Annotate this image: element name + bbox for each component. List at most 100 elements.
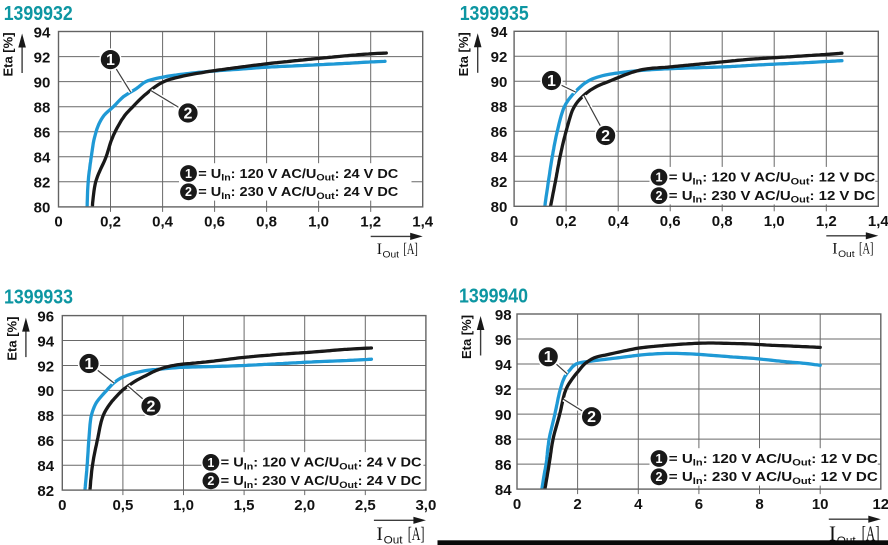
svg-text:80: 80 — [34, 200, 51, 217]
svg-text:92: 92 — [495, 382, 512, 399]
svg-text:88: 88 — [37, 408, 54, 425]
svg-text:1: 1 — [656, 452, 663, 466]
svg-text:2: 2 — [601, 128, 610, 145]
svg-text:96: 96 — [37, 308, 54, 325]
svg-text:Out: Out — [383, 249, 400, 260]
svg-text:8: 8 — [755, 496, 763, 513]
svg-text:[A]: [A] — [408, 524, 425, 545]
svg-text:2: 2 — [147, 398, 156, 415]
svg-text:3,0: 3,0 — [415, 497, 436, 514]
svg-text:0,4: 0,4 — [152, 214, 174, 231]
svg-text:2: 2 — [184, 105, 193, 122]
svg-text:96: 96 — [495, 332, 512, 349]
svg-text:92: 92 — [37, 358, 54, 375]
svg-text:84: 84 — [491, 149, 508, 166]
svg-text:90: 90 — [495, 407, 512, 424]
svg-text:82: 82 — [37, 483, 54, 500]
svg-text:1,4: 1,4 — [412, 214, 434, 231]
svg-text:82: 82 — [491, 174, 508, 191]
svg-text:88: 88 — [491, 99, 508, 116]
svg-text:2,5: 2,5 — [355, 497, 376, 514]
svg-text:1: 1 — [656, 171, 663, 185]
svg-text:90: 90 — [491, 74, 508, 91]
svg-text:0: 0 — [513, 496, 521, 513]
svg-text:Eta [%]: Eta [%] — [1, 32, 16, 76]
svg-text:94: 94 — [37, 333, 54, 350]
svg-text:0,2: 0,2 — [556, 213, 577, 230]
svg-text:2: 2 — [656, 189, 663, 203]
svg-text:0,8: 0,8 — [712, 213, 733, 230]
svg-text:86: 86 — [491, 124, 508, 141]
svg-text:Out: Out — [384, 534, 403, 545]
svg-text:86: 86 — [37, 433, 54, 450]
svg-text:2: 2 — [185, 185, 192, 199]
svg-text:0,6: 0,6 — [204, 214, 225, 231]
svg-text:1: 1 — [185, 167, 192, 181]
svg-text:Out: Out — [837, 535, 856, 545]
svg-text:1,5: 1,5 — [234, 497, 255, 514]
svg-text:6: 6 — [695, 496, 703, 513]
svg-text:2: 2 — [207, 474, 214, 488]
svg-text:2: 2 — [573, 496, 581, 513]
svg-text:0: 0 — [58, 497, 66, 514]
svg-text:1,2: 1,2 — [360, 214, 381, 231]
svg-text:1: 1 — [544, 349, 553, 366]
svg-text:I: I — [832, 240, 837, 257]
svg-text:92: 92 — [34, 49, 51, 66]
svg-text:4: 4 — [634, 496, 643, 513]
svg-text:0,4: 0,4 — [608, 213, 630, 230]
svg-text:1,0: 1,0 — [173, 497, 194, 514]
svg-text:0: 0 — [54, 214, 62, 231]
svg-text:0,8: 0,8 — [256, 214, 277, 231]
svg-text:1: 1 — [547, 73, 556, 90]
svg-text:94: 94 — [495, 357, 512, 374]
svg-text:10: 10 — [812, 496, 829, 513]
svg-text:84: 84 — [34, 150, 51, 167]
svg-text:0: 0 — [510, 213, 518, 230]
svg-text:1399935: 1399935 — [460, 3, 529, 25]
svg-text:Eta [%]: Eta [%] — [459, 315, 474, 359]
svg-text:1399932: 1399932 — [4, 3, 73, 25]
svg-text:Out: Out — [838, 249, 855, 260]
svg-text:[A]: [A] — [403, 241, 417, 258]
svg-text:0,5: 0,5 — [112, 497, 133, 514]
svg-text:I: I — [377, 524, 383, 545]
svg-text:0,6: 0,6 — [660, 213, 681, 230]
svg-text:1: 1 — [85, 356, 94, 373]
svg-text:88: 88 — [34, 100, 51, 117]
svg-text:2: 2 — [587, 409, 596, 426]
svg-text:84: 84 — [37, 458, 54, 475]
svg-text:Eta [%]: Eta [%] — [4, 317, 19, 361]
svg-text:1,2: 1,2 — [816, 213, 837, 230]
svg-text:1399933: 1399933 — [4, 286, 73, 308]
svg-text:12: 12 — [872, 496, 888, 513]
svg-text:2,0: 2,0 — [294, 497, 315, 514]
svg-text:92: 92 — [491, 49, 508, 66]
svg-text:1,4: 1,4 — [868, 213, 888, 230]
svg-text:94: 94 — [491, 24, 508, 41]
svg-text:86: 86 — [34, 125, 51, 142]
svg-text:I: I — [377, 241, 382, 258]
svg-text:82: 82 — [34, 175, 51, 192]
svg-text:80: 80 — [491, 199, 508, 216]
svg-text:98: 98 — [495, 307, 512, 324]
svg-text:I: I — [829, 522, 836, 545]
svg-text:90: 90 — [34, 74, 51, 91]
svg-text:1,0: 1,0 — [764, 213, 785, 230]
svg-text:1: 1 — [106, 52, 115, 69]
svg-text:Eta [%]: Eta [%] — [456, 32, 471, 76]
svg-text:1399940: 1399940 — [459, 286, 528, 308]
svg-text:84: 84 — [495, 482, 512, 499]
svg-text:86: 86 — [495, 457, 512, 474]
svg-text:94: 94 — [34, 24, 51, 41]
svg-text:88: 88 — [495, 432, 512, 449]
svg-text:2: 2 — [656, 470, 663, 484]
